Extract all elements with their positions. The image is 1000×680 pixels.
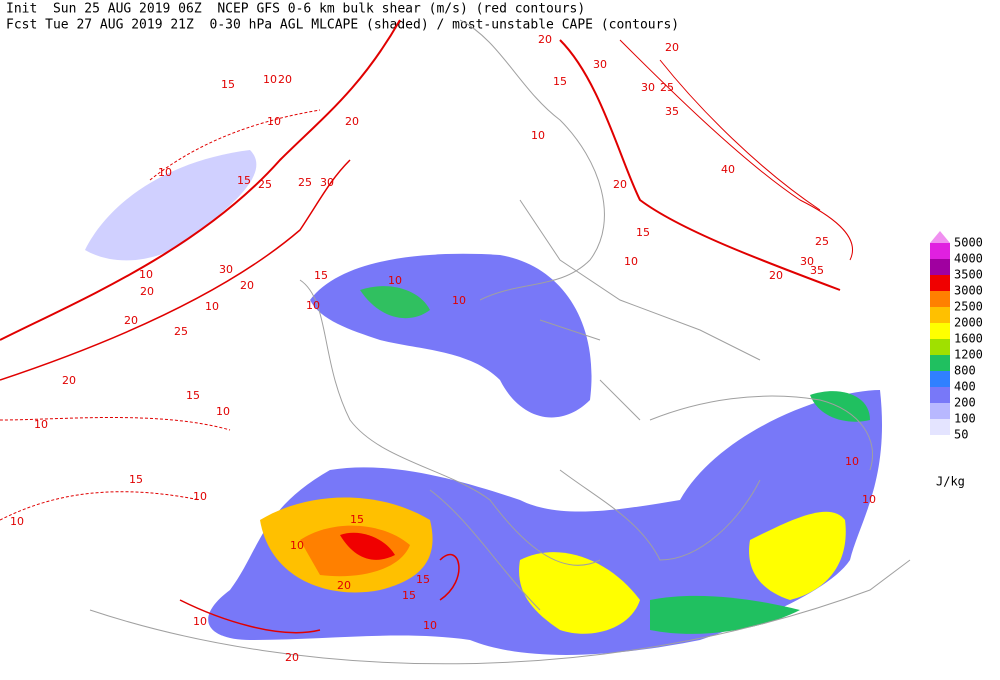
contour-label: 20 (345, 115, 359, 128)
legend-swatch (930, 403, 950, 419)
legend-swatch (930, 307, 950, 323)
contour-label: 30 (641, 81, 655, 94)
legend-label: 3500 (954, 268, 983, 282)
contour-label: 15 (237, 174, 251, 187)
contour-label: 30 (593, 58, 607, 71)
legend-swatch (930, 291, 950, 307)
contour-label: 15 (350, 513, 364, 526)
contour-label: 15 (402, 589, 416, 602)
contour-label: 30 (320, 176, 334, 189)
legend-swatch (930, 243, 950, 259)
map-layer (0, 19, 911, 665)
cape-area (810, 391, 870, 422)
header-line: Init Sun 25 AUG 2019 06Z NCEP GFS 0-6 km… (6, 2, 585, 17)
legend-unit: J/kg (936, 475, 965, 489)
contour-label: 10 (624, 255, 638, 268)
contour-label: 15 (416, 573, 430, 586)
contour-label: 15 (636, 226, 650, 239)
contour-label: 10 (263, 73, 277, 86)
cape-area (519, 552, 640, 634)
contour-label: 10 (306, 299, 320, 312)
contour-label: 20 (285, 651, 299, 664)
legend-label: 100 (954, 412, 976, 426)
contour-label: 10 (845, 455, 859, 468)
contour-label: 15 (129, 473, 143, 486)
contour-label: 15 (221, 78, 235, 91)
legend-swatch (930, 275, 950, 291)
contour-label: 20 (613, 178, 627, 191)
legend-label: 3000 (954, 284, 983, 298)
contour-label: 40 (721, 163, 735, 176)
contour-label: 10 (267, 115, 281, 128)
legend-swatch (930, 339, 950, 355)
contour-label: 10 (34, 418, 48, 431)
legend-swatch (930, 419, 950, 435)
legend-label: 2000 (954, 316, 983, 330)
legend-label: 5000 (954, 236, 983, 250)
contour-label: 10 (216, 405, 230, 418)
legend-swatch (930, 231, 950, 243)
coastlines (89, 19, 911, 665)
legend-label: 1200 (954, 348, 983, 362)
legend-swatch (930, 259, 950, 275)
contour-label: 10 (10, 515, 24, 528)
cape-area (360, 286, 430, 319)
contour-label: 25 (174, 325, 188, 338)
cape-area (310, 253, 592, 418)
legend-swatch (930, 323, 950, 339)
contour-label: 10 (862, 493, 876, 506)
contour-label: 25 (815, 235, 829, 248)
contour-label: 25 (258, 178, 272, 191)
legend-label: 2500 (954, 300, 983, 314)
contour-label: 30 (219, 263, 233, 276)
contour-label: 35 (665, 105, 679, 118)
legend-label: 4000 (954, 252, 983, 266)
contour-label: 25 (660, 81, 674, 94)
legend-label: 1600 (954, 332, 983, 346)
contour-label: 20 (665, 41, 679, 54)
contour-label: 20 (240, 279, 254, 292)
cape-area (340, 532, 395, 560)
legend-label: 50 (954, 428, 968, 442)
contour-label: 10 (452, 294, 466, 307)
contour-label: 30 (800, 255, 814, 268)
contour-label: 20 (124, 314, 138, 327)
contour-label: 20 (62, 374, 76, 387)
contour-label: 20 (769, 269, 783, 282)
contour-label: 35 (810, 264, 824, 277)
legend: J/kg 5000 4000 3500 3000 2500 2000 1600 1200 800… (930, 231, 983, 489)
contour-label: 20 (278, 73, 292, 86)
contour-label: 10 (388, 274, 402, 287)
contour-label: 10 (205, 300, 219, 313)
cape-area (749, 511, 846, 600)
contour-label: 25 (298, 176, 312, 189)
shear-contours (0, 19, 853, 634)
contour-label: 10 (158, 166, 172, 179)
contour-label: 20 (538, 33, 552, 46)
contour-label: 15 (553, 75, 567, 88)
contour-label: 10 (193, 490, 207, 503)
contour-label: 10 (193, 615, 207, 628)
contour-label: 15 (314, 269, 328, 282)
contour-label: 10 (290, 539, 304, 552)
legend-label: 200 (954, 396, 976, 410)
contour-label: 20 (337, 579, 351, 592)
contour-label: 10 (139, 268, 153, 281)
contour-label: 15 (186, 389, 200, 402)
contour-label: 10 (423, 619, 437, 632)
legend-swatch (930, 371, 950, 387)
cape-area (650, 595, 800, 634)
cape-area (85, 150, 257, 261)
legend-swatch (930, 387, 950, 403)
header-line: Fcst Tue 27 AUG 2019 21Z 0-30 hPa AGL ML… (6, 18, 679, 33)
legend-label: 400 (954, 380, 976, 394)
legend-label: 800 (954, 364, 976, 378)
legend-swatch (930, 355, 950, 371)
contour-label: 10 (531, 129, 545, 142)
contour-label: 20 (140, 285, 154, 298)
